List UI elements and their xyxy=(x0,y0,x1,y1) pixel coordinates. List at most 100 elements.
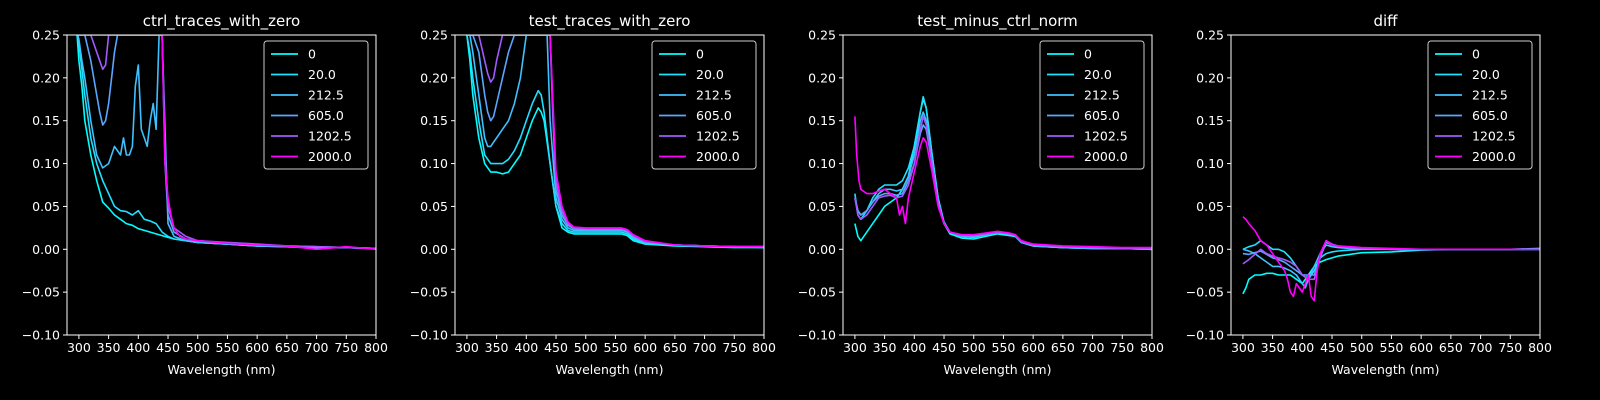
chart-title: test_traces_with_zero xyxy=(529,12,691,31)
series-line-2000.0 xyxy=(466,35,764,248)
x-tick-label: 550 xyxy=(604,340,628,355)
y-tick-label: −0.10 xyxy=(798,328,836,343)
chart-panel-3: 300 350 400 450 500 550 600 650 700 750 800 −0.10 −0… xyxy=(798,12,1164,377)
chart-title: diff xyxy=(1373,12,1398,30)
legend-label: 212.5 xyxy=(1084,88,1120,103)
x-tick-label: 500 xyxy=(186,340,210,355)
x-tick-label: 400 xyxy=(514,340,538,355)
x-tick-label: 650 xyxy=(663,340,687,355)
y-tick-label: 0.00 xyxy=(32,242,60,257)
y-tick-label: −0.05 xyxy=(410,285,448,300)
x-tick-label: 300 xyxy=(455,340,479,355)
chart-panel-1: 300 350 400 450 500 550 600 650 700 750 800 −0.10 −0… xyxy=(22,12,388,377)
x-tick-label: 750 xyxy=(1498,340,1522,355)
x-tick-label: 450 xyxy=(544,340,568,355)
x-tick-label: 750 xyxy=(334,340,358,355)
x-tick-label: 650 xyxy=(1439,340,1463,355)
series-group xyxy=(466,35,764,249)
series-group xyxy=(76,35,376,251)
y-tick-label: 0.25 xyxy=(808,28,836,43)
legend-label: 605.0 xyxy=(1084,108,1120,123)
series-line-2000.0 xyxy=(854,116,1152,249)
x-tick-label: 600 xyxy=(1409,340,1433,355)
x-tick-label: 300 xyxy=(1231,340,1255,355)
plot-frame xyxy=(1230,34,1541,336)
x-tick-label: 550 xyxy=(992,340,1016,355)
series-line-20.0 xyxy=(466,35,764,249)
x-axis-label: Wavelength (nm) xyxy=(944,362,1052,377)
y-tick-label: 0.15 xyxy=(1196,113,1224,128)
y-tick-label: 0.25 xyxy=(32,28,60,43)
x-tick-label: 700 xyxy=(305,340,329,355)
legend-label: 0 xyxy=(1472,47,1480,62)
x-tick-label: 500 xyxy=(962,340,986,355)
series-line-2000.0 xyxy=(78,35,376,251)
y-tick-label: 0.15 xyxy=(32,113,60,128)
plot-frame xyxy=(454,34,765,336)
y-tick-label: 0.25 xyxy=(420,28,448,43)
legend-label: 20.0 xyxy=(308,67,336,82)
y-tick-label: 0.00 xyxy=(808,242,836,257)
legend-label: 1202.5 xyxy=(1472,129,1516,144)
x-tick-label: 400 xyxy=(902,340,926,355)
chart-title: test_minus_ctrl_norm xyxy=(917,12,1078,31)
chart-panel-4: 300 350 400 450 500 550 600 650 700 750 800 −0.10 −0… xyxy=(1186,12,1552,377)
legend-label: 605.0 xyxy=(696,108,732,123)
legend-label: 212.5 xyxy=(696,88,732,103)
legend-label: 2000.0 xyxy=(696,149,740,164)
plot-frame xyxy=(66,34,377,336)
x-tick-label: 700 xyxy=(1081,340,1105,355)
legend-label: 0 xyxy=(308,47,316,62)
legend: 0 20.0 212.5 605.0 1202.5 2000.0 xyxy=(1427,40,1533,170)
legend-label: 20.0 xyxy=(1472,67,1500,82)
x-tick-label: 800 xyxy=(752,340,776,355)
legend-box xyxy=(1427,40,1533,170)
x-tick-label: 800 xyxy=(364,340,388,355)
y-tick-label: −0.10 xyxy=(1186,328,1224,343)
y-tick-label: −0.10 xyxy=(22,328,60,343)
y-tick-label: 0.00 xyxy=(1196,242,1224,257)
x-tick-label: 300 xyxy=(67,340,91,355)
y-tick-label: 0.20 xyxy=(1196,70,1224,85)
y-tick-label: −0.05 xyxy=(22,285,60,300)
series-line-1202.5 xyxy=(854,115,1152,250)
x-tick-label: 350 xyxy=(485,340,509,355)
x-tick-label: 600 xyxy=(1021,340,1045,355)
plot-frame xyxy=(842,34,1153,336)
y-tick-label: 0.00 xyxy=(420,242,448,257)
legend-label: 0 xyxy=(696,47,704,62)
y-tick-label: 0.15 xyxy=(420,113,448,128)
legend-label: 20.0 xyxy=(1084,67,1112,82)
chart-title: ctrl_traces_with_zero xyxy=(143,12,300,31)
y-tick-label: 0.05 xyxy=(808,199,836,214)
x-tick-label: 350 xyxy=(1261,340,1285,355)
legend-label: 2000.0 xyxy=(308,149,352,164)
legend-label: 212.5 xyxy=(308,88,344,103)
legend-label: 605.0 xyxy=(308,108,344,123)
y-tick-label: 0.10 xyxy=(32,156,60,171)
x-tick-label: 450 xyxy=(1320,340,1344,355)
y-tick-label: 0.15 xyxy=(808,113,836,128)
x-axis-label: Wavelength (nm) xyxy=(1332,362,1440,377)
x-tick-label: 350 xyxy=(873,340,897,355)
legend-box xyxy=(1039,40,1145,170)
y-tick-label: 0.10 xyxy=(1196,156,1224,171)
x-axis-label: Wavelength (nm) xyxy=(168,362,276,377)
x-tick-label: 450 xyxy=(932,340,956,355)
x-tick-label: 750 xyxy=(1110,340,1134,355)
series-line-1202.5 xyxy=(1242,239,1540,281)
x-tick-label: 800 xyxy=(1140,340,1164,355)
series-group xyxy=(854,95,1152,251)
x-axis-label: Wavelength (nm) xyxy=(556,362,664,377)
legend-box xyxy=(263,40,369,170)
legend-label: 20.0 xyxy=(696,67,724,82)
x-tick-label: 350 xyxy=(97,340,121,355)
x-tick-label: 800 xyxy=(1528,340,1552,355)
x-tick-label: 700 xyxy=(1469,340,1493,355)
legend-label: 1202.5 xyxy=(696,129,740,144)
x-tick-label: 700 xyxy=(693,340,717,355)
legend: 0 20.0 212.5 605.0 1202.5 2000.0 xyxy=(651,40,757,170)
y-tick-label: 0.05 xyxy=(420,199,448,214)
series-group xyxy=(1242,216,1540,302)
